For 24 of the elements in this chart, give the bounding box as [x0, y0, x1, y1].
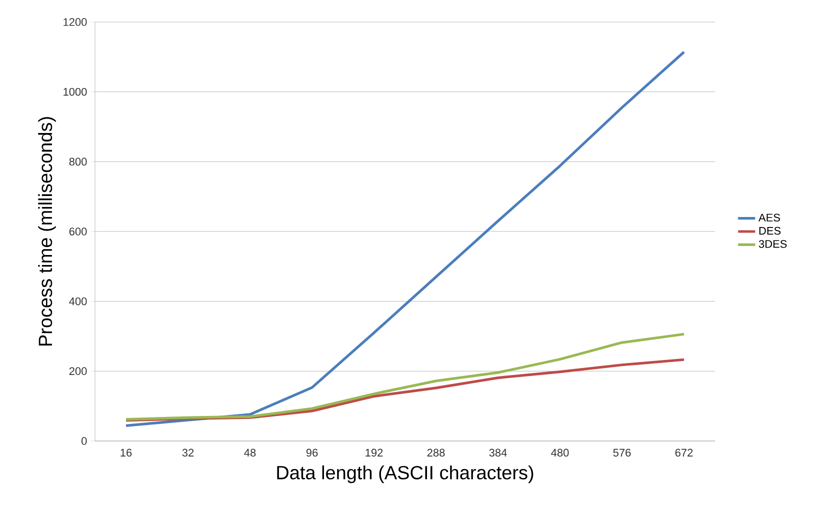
- y-tick-label: 200: [69, 367, 87, 376]
- x-tick-label: 672: [675, 448, 693, 457]
- y-tick-label: 1200: [64, 18, 87, 26]
- line-series: [124, 50, 686, 427]
- y-tick-label: 0: [82, 437, 87, 445]
- x-axis-title: Data length (ASCII characters): [277, 465, 534, 484]
- line-series: [124, 332, 686, 421]
- x-tick-label: 192: [366, 448, 383, 457]
- y-tick-label: 800: [69, 158, 87, 166]
- y-tick-label: 1000: [64, 88, 87, 96]
- y-axis-title: Process time (milliseconds): [38, 117, 56, 346]
- x-tick-label: 48: [244, 448, 256, 457]
- legend-label: 3DES: [758, 240, 787, 248]
- x-tick-label: 384: [489, 448, 507, 457]
- x-tick-label: 480: [551, 448, 569, 457]
- legend-label: AES: [758, 214, 780, 222]
- x-tick-label: 576: [613, 448, 631, 457]
- y-tick-label: 600: [69, 228, 87, 236]
- x-tick-label: 32: [182, 448, 194, 457]
- x-tick-label: 288: [427, 448, 445, 457]
- legend-label: DES: [759, 226, 781, 235]
- x-tick-label: 16: [120, 448, 132, 457]
- x-tick-label: 96: [306, 448, 318, 457]
- y-tick-label: 400: [69, 297, 87, 306]
